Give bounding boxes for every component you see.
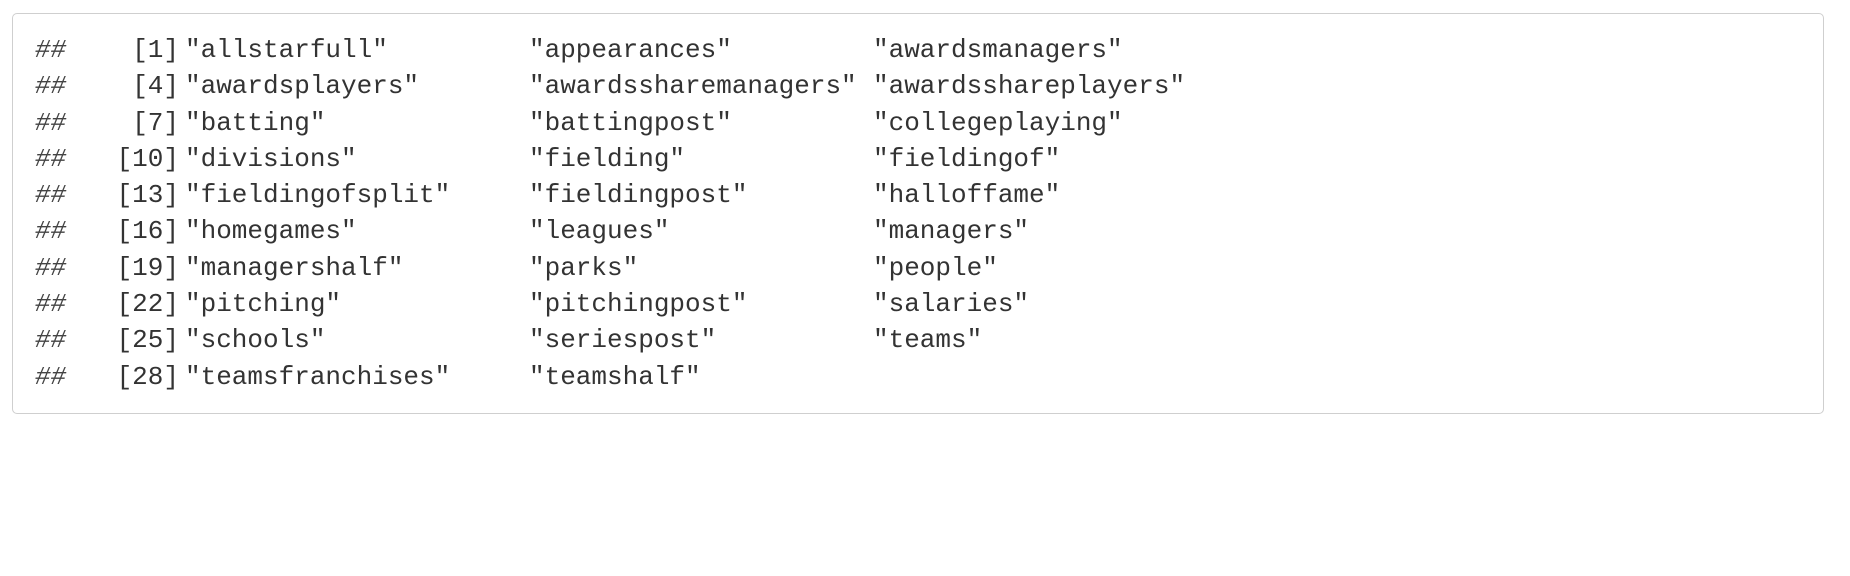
vector-index: [22] bbox=[116, 289, 179, 320]
vector-index: [13] bbox=[116, 180, 179, 211]
output-line: ## [28] "teamsfranchises" "teamshalf" bbox=[35, 359, 701, 395]
table-name: "parks" bbox=[529, 252, 639, 283]
table-name: "homegames" bbox=[185, 216, 357, 247]
output-lines: ## [1] "allstarfull" "appearances" "awar… bbox=[35, 32, 1185, 395]
table-name: "collegeplaying" bbox=[873, 107, 1123, 138]
table-name: "appearances" bbox=[529, 35, 732, 65]
table-name: "awardssharemanagers" bbox=[529, 71, 857, 102]
output-line: ## [25] "schools" "seriespost" "teams" bbox=[35, 322, 982, 358]
output-line: ## [22] "pitching" "pitchingpost" "salar… bbox=[35, 286, 1029, 322]
table-name: "divisions" bbox=[185, 143, 357, 174]
table-name: "allstarfull" bbox=[185, 35, 388, 65]
table-name: "fieldingpost" bbox=[529, 180, 748, 211]
table-name: "pitchingpost" bbox=[529, 289, 748, 320]
table-name: "awardsplayers" bbox=[185, 71, 420, 102]
table-name: "fielding" bbox=[529, 143, 686, 174]
vector-index: [7] bbox=[132, 107, 179, 138]
table-name: "pitching" bbox=[185, 289, 342, 320]
table-name: "seriespost" bbox=[529, 325, 717, 356]
table-name: "halloffame" bbox=[873, 180, 1061, 211]
table-name: "battingpost" bbox=[529, 107, 732, 138]
comment-prefix: ## bbox=[35, 361, 67, 392]
output-line: ## [16] "homegames" "leagues" "managers" bbox=[35, 213, 1029, 249]
table-name: "teamsfranchises" bbox=[185, 361, 451, 392]
table-name: "schools" bbox=[185, 325, 326, 356]
table-name: "salaries" bbox=[873, 289, 1030, 320]
comment-prefix: ## bbox=[35, 71, 67, 102]
comment-prefix: ## bbox=[35, 252, 67, 283]
comment-prefix: ## bbox=[35, 180, 67, 211]
table-name: "managers" bbox=[873, 216, 1030, 247]
vector-index: [25] bbox=[116, 325, 179, 356]
vector-index: [10] bbox=[116, 143, 179, 174]
comment-prefix: ## bbox=[35, 143, 67, 174]
table-name: "awardsshareplayers" bbox=[873, 71, 1186, 102]
comment-prefix: ## bbox=[35, 216, 67, 247]
comment-prefix: ## bbox=[35, 325, 67, 356]
comment-prefix: ## bbox=[35, 107, 67, 138]
output-line: ## [19] "managershalf" "parks" "people" bbox=[35, 250, 998, 286]
output-line: ## [10] "divisions" "fielding" "fielding… bbox=[35, 141, 1060, 177]
vector-index: [1] bbox=[132, 35, 179, 65]
output-line: ## [13] "fieldingofsplit" "fieldingpost"… bbox=[35, 177, 1060, 213]
vector-index: [4] bbox=[132, 71, 179, 102]
vector-index: [19] bbox=[116, 252, 179, 283]
vector-index: [16] bbox=[116, 216, 179, 247]
output-line: ## [4] "awardsplayers" "awardssharemanag… bbox=[35, 68, 1185, 104]
table-name: "leagues" bbox=[529, 216, 670, 247]
table-name: "fieldingofsplit" bbox=[185, 180, 451, 211]
comment-prefix: ## bbox=[35, 35, 67, 65]
output-line: ## [7] "batting" "battingpost" "collegep… bbox=[35, 105, 1123, 141]
table-name: "fieldingof" bbox=[873, 143, 1061, 174]
vector-index: [28] bbox=[116, 361, 179, 392]
table-name: "teamshalf" bbox=[529, 361, 701, 392]
table-name: "awardsmanagers" bbox=[873, 35, 1123, 65]
table-name: "people" bbox=[873, 252, 998, 283]
table-name: "teams" bbox=[873, 325, 983, 356]
code-output-block: ## [1] "allstarfull" "appearances" "awar… bbox=[12, 13, 1824, 414]
table-name: "managershalf" bbox=[185, 252, 404, 283]
table-name: "batting" bbox=[185, 107, 326, 138]
output-line: ## [1] "allstarfull" "appearances" "awar… bbox=[35, 32, 1123, 68]
comment-prefix: ## bbox=[35, 289, 67, 320]
